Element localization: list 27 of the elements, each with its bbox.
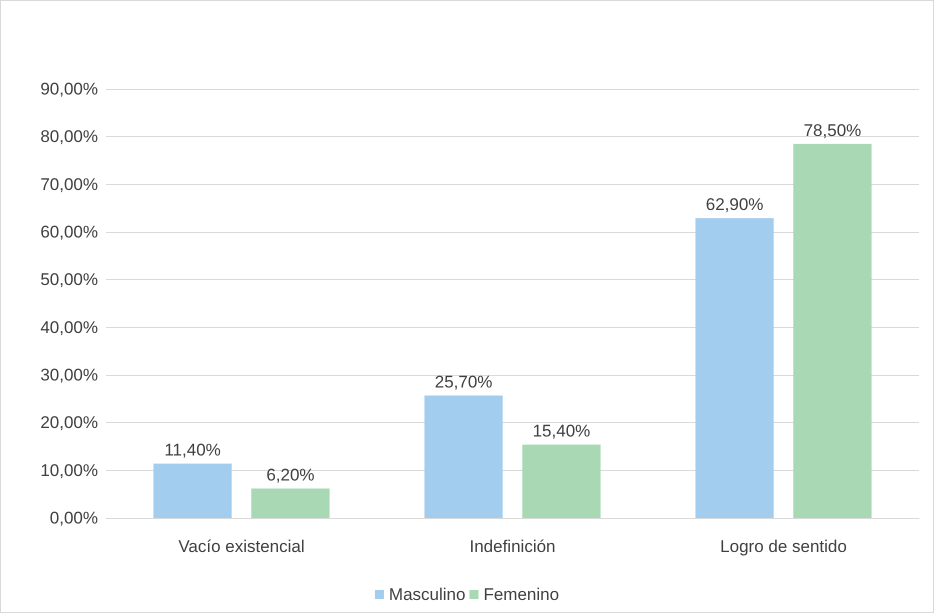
bar <box>424 395 503 518</box>
bar <box>153 464 232 518</box>
y-tick-label: 0,00% <box>50 508 98 528</box>
y-tick-label: 70,00% <box>40 174 98 194</box>
y-tick-label: 40,00% <box>40 318 98 337</box>
y-tick-label: 80,00% <box>40 127 98 146</box>
y-tick-label: 20,00% <box>40 413 98 432</box>
bar <box>251 488 330 518</box>
x-tick-label: Logro de sentido <box>720 537 847 556</box>
data-label: 11,40% <box>164 440 221 460</box>
data-label: 15,40% <box>532 422 590 441</box>
bar <box>695 218 774 518</box>
legend-label: Masculino <box>388 585 466 604</box>
data-label: 6,20% <box>266 465 315 484</box>
y-tick-label: 10,00% <box>40 460 98 480</box>
legend-label: Femenino <box>483 585 560 604</box>
y-tick-label: 90,00% <box>40 80 98 98</box>
data-label: 25,70% <box>434 372 492 392</box>
bar <box>793 144 872 518</box>
data-label: 62,90% <box>706 195 764 214</box>
x-tick-label: Indefinición <box>469 537 556 556</box>
y-tick-label: 30,00% <box>40 366 98 384</box>
bar <box>522 444 601 518</box>
data-label: 78,50% <box>804 120 862 140</box>
x-tick-label: Vacío existencial <box>178 537 305 556</box>
y-tick-label: 60,00% <box>40 222 98 242</box>
y-tick-label: 50,00% <box>40 270 98 290</box>
